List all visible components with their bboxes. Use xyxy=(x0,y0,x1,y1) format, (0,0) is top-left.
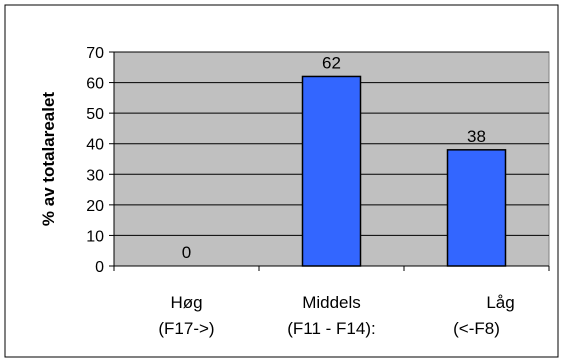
bar xyxy=(301,75,362,267)
x-category-label: Høg xyxy=(170,293,202,312)
bar xyxy=(446,149,507,267)
data-labels: 0 62 38 xyxy=(182,53,486,262)
x-category-label: (<-F8) xyxy=(453,319,500,338)
y-tick-label: 10 xyxy=(86,228,104,245)
bars xyxy=(301,75,507,267)
x-category-labels: Høg (F17->) Middels (F11 - F14): Låg (<-F8) xyxy=(158,293,514,338)
x-category-label: Middels xyxy=(302,293,361,312)
x-category-label: (F11 - F14): xyxy=(287,319,375,338)
y-tick-label: 70 xyxy=(86,45,104,62)
x-category-label: (F17->) xyxy=(158,319,214,338)
axes xyxy=(109,51,550,271)
y-tick-label: 0 xyxy=(95,259,104,276)
y-tick-label: 60 xyxy=(86,76,104,93)
y-tick-label: 20 xyxy=(86,198,104,215)
data-label: 38 xyxy=(467,127,486,146)
y-tick-label: 50 xyxy=(86,106,104,123)
data-label: 62 xyxy=(322,53,341,72)
y-tick-labels: 0 10 20 30 40 50 60 70 xyxy=(86,45,104,276)
y-tick-label: 40 xyxy=(86,137,104,154)
y-axis-label: % av totalarealet xyxy=(39,92,58,227)
x-category-label: Låg xyxy=(486,293,514,312)
y-tick-label: 30 xyxy=(86,167,104,184)
data-label: 0 xyxy=(182,243,191,262)
